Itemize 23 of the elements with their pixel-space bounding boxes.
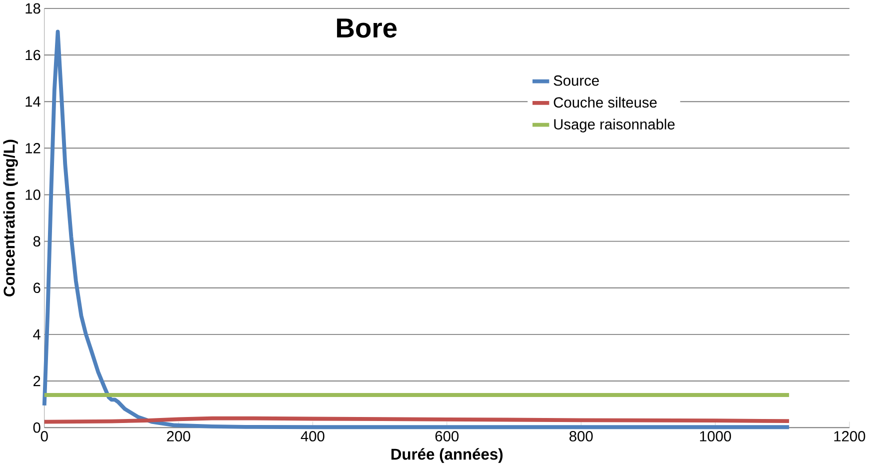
y-tick-label: 10 <box>26 189 40 200</box>
y-tick-label: 2 <box>34 376 40 386</box>
legend-label: Source <box>554 75 599 86</box>
x-tick-label: 1200 <box>834 430 866 442</box>
x-tick-label: 1000 <box>700 430 731 442</box>
y-tick-label: 18 <box>26 3 40 14</box>
x-axis-title: Durée (années) <box>391 448 503 463</box>
chart-title: Bore <box>337 18 397 38</box>
x-tick-label: 800 <box>570 430 593 442</box>
x-tick-label: 600 <box>435 430 459 442</box>
legend-label: Couche silteuse <box>554 96 657 108</box>
y-tick-label: 16 <box>26 50 40 60</box>
legend-label: Usage raisonnable <box>554 118 675 132</box>
y-tick-label: 0 <box>33 422 40 433</box>
y-tick-label: 8 <box>33 236 40 246</box>
y-tick-label: 14 <box>26 96 40 107</box>
x-tick-label: 200 <box>167 430 190 442</box>
x-tick-label: 0 <box>40 430 48 442</box>
y-axis-title: Concentration (mg/L) <box>3 140 18 296</box>
y-tick-label: 6 <box>34 282 40 294</box>
y-tick-label: 12 <box>26 142 40 154</box>
x-tick-label: 400 <box>300 430 324 442</box>
y-tick-label: 4 <box>33 329 40 340</box>
